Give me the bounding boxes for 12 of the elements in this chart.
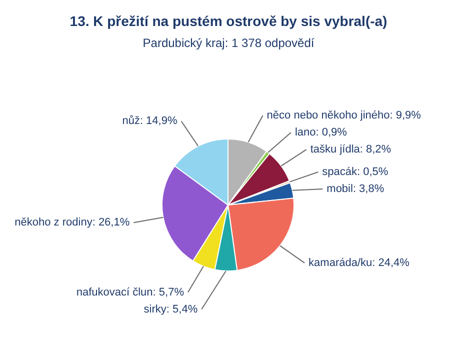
chart-title: 13. K přežití na pustém ostrově by sis vybral(-a) [70,13,388,29]
slice-label: něco nebo někoho jiného: 9,9% [266,110,422,122]
slice-label: sirky: 5,4% [144,303,198,316]
slice-label: tašku jídla: 8,2% [310,144,392,156]
slice-label: mobil: 3,8% [326,182,384,195]
slice-label: nůž: 14,9% [122,115,178,128]
slice-label: někoho z rodiny: 26,1% [14,216,130,229]
chart-subtitle: Pardubický kraj: 1 378 odpovědí [142,36,315,50]
slice-label: kamaráda/ku: 24,4% [308,256,410,269]
slice-label: nafukovací člun: 5,7% [76,286,184,298]
slice-label: spacák: 0,5% [322,166,388,178]
slice-label: lano: 0,9% [294,126,348,139]
